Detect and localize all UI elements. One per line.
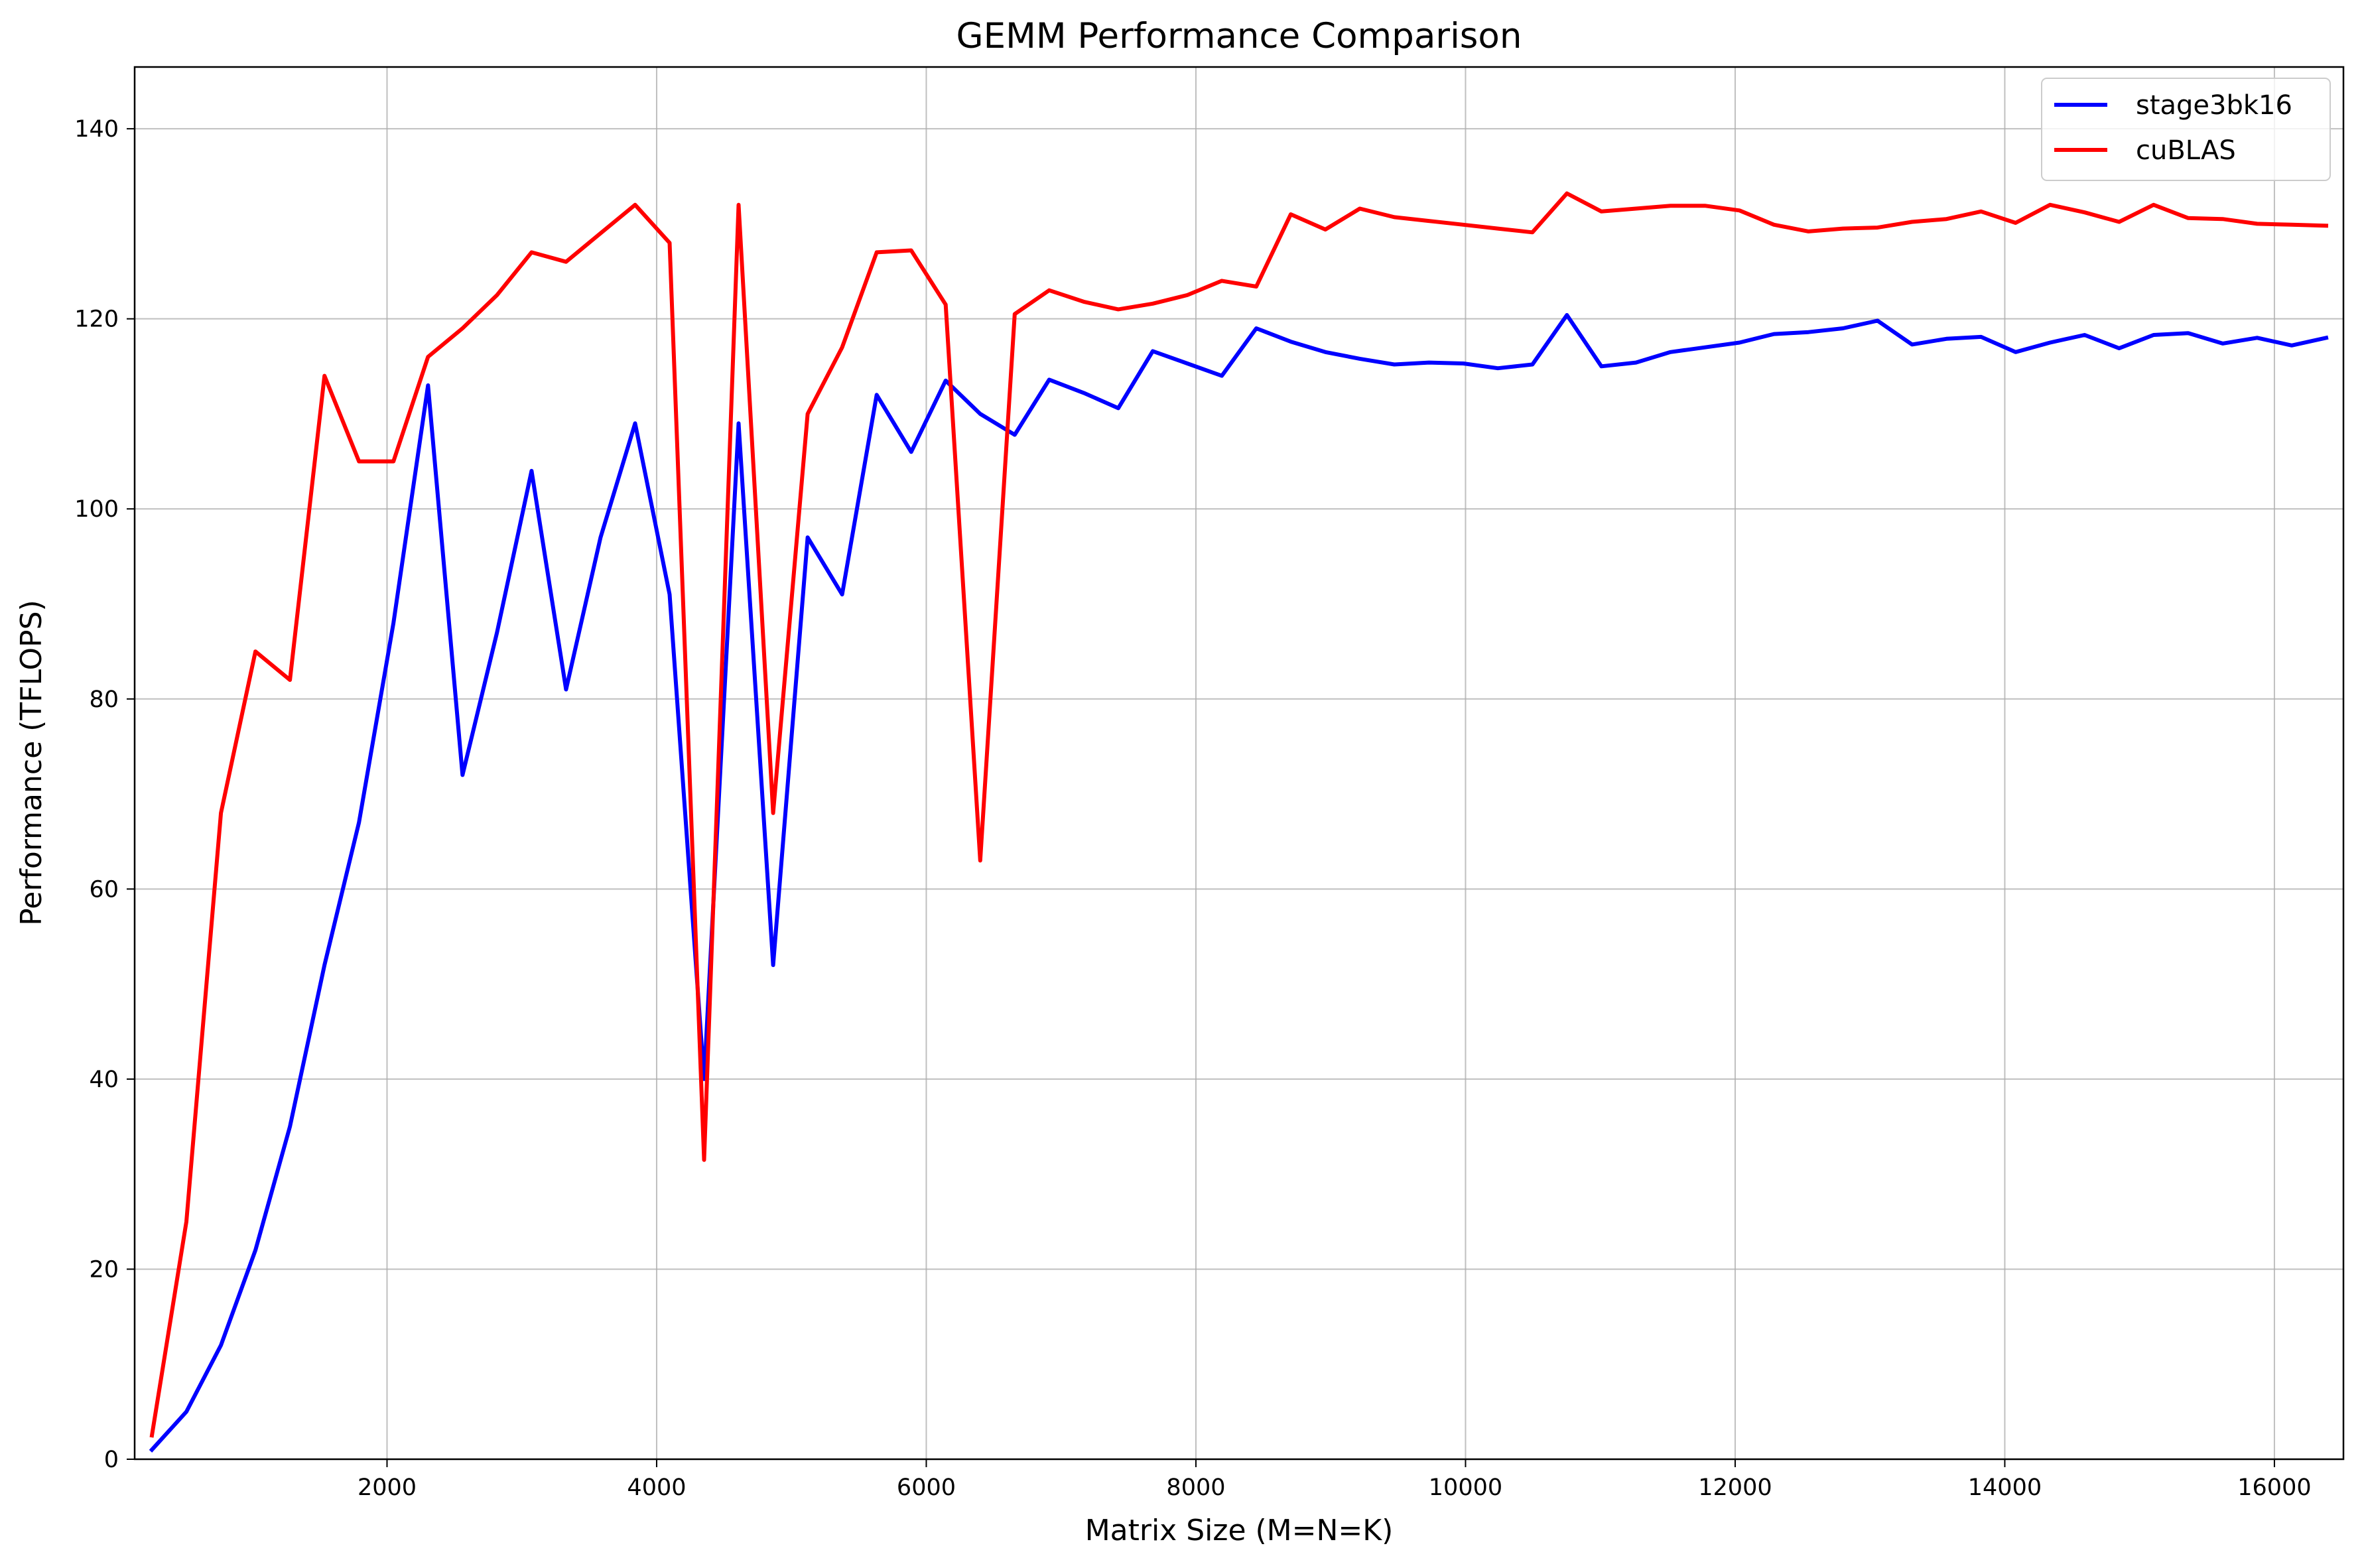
x-tick-label: 8000 xyxy=(1166,1474,1225,1501)
x-tick-label: 2000 xyxy=(358,1474,417,1501)
y-tick-label: 40 xyxy=(89,1067,119,1093)
y-tick-label: 80 xyxy=(89,686,119,713)
y-tick-label: 100 xyxy=(74,496,119,523)
legend-label-stage3bk16: stage3bk16 xyxy=(2136,90,2292,121)
x-tick-label: 4000 xyxy=(627,1474,686,1501)
chart-title: GEMM Performance Comparison xyxy=(956,16,1522,56)
series-line-cublas xyxy=(149,191,2329,1438)
y-tick-label: 20 xyxy=(89,1256,119,1283)
x-axis-label: Matrix Size (M=N=K) xyxy=(1085,1514,1394,1547)
x-tick-label: 10000 xyxy=(1429,1474,1502,1501)
plot-frame xyxy=(133,66,2345,1461)
y-tick-label: 120 xyxy=(74,306,119,333)
legend-box xyxy=(2041,78,2331,181)
x-tick-label: 12000 xyxy=(1698,1474,1772,1501)
y-tick-label: 140 xyxy=(74,116,119,143)
series-line-stage3bk16 xyxy=(149,313,2329,1453)
legend: stage3bk16 cuBLAS xyxy=(2041,78,2331,181)
grid xyxy=(135,67,2343,1460)
legend-label-cublas: cuBLAS xyxy=(2136,135,2236,166)
axis-ticks: 2000 4000 6000 8000 10000 12000 14000 16000 0 20 4… xyxy=(74,116,2311,1501)
x-tick-label: 6000 xyxy=(897,1474,956,1501)
y-tick-label: 0 xyxy=(104,1447,119,1473)
x-tick-label: 14000 xyxy=(1968,1474,2042,1501)
x-tick-label: 16000 xyxy=(2237,1474,2311,1501)
y-axis-label: Performance (TFLOPS) xyxy=(15,600,48,925)
y-tick-label: 60 xyxy=(89,876,119,903)
series-lines xyxy=(149,191,2329,1453)
